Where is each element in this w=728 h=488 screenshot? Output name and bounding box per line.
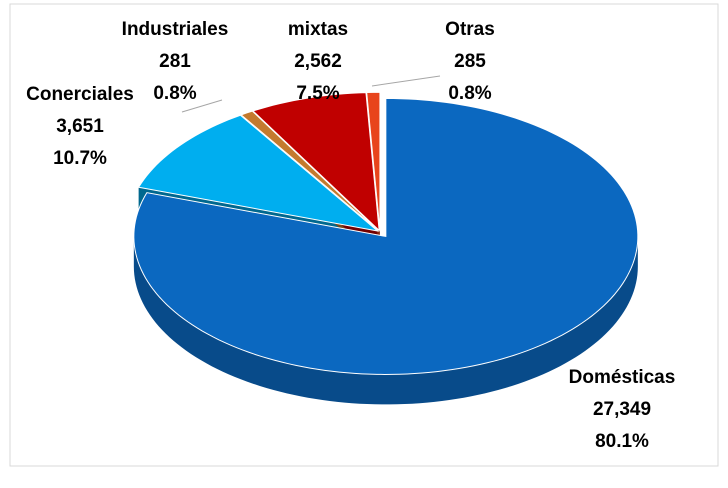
value-label: 281 — [159, 51, 191, 72]
slice-side — [133, 236, 638, 405]
percent-label: 7.5% — [296, 83, 339, 104]
value-label: 285 — [454, 51, 486, 72]
pie — [133, 91, 639, 405]
value-label: 2,562 — [294, 51, 342, 72]
labels: Domésticas 27,349 80.1% Conerciales 3,651 10.… — [26, 19, 675, 452]
value-label: 27,349 — [593, 399, 651, 420]
slice — [137, 114, 380, 232]
percent-label: 0.8% — [153, 83, 196, 104]
category-label: Domésticas — [569, 367, 676, 388]
category-label: Conerciales — [26, 84, 134, 105]
slice — [133, 97, 639, 375]
value-label: 3,651 — [56, 116, 104, 137]
slice — [240, 110, 379, 231]
percent-label: 80.1% — [595, 431, 649, 452]
category-label: Otras — [445, 19, 495, 40]
category-label: Industriales — [122, 19, 229, 40]
slice — [252, 92, 380, 232]
leader-line — [371, 75, 441, 87]
slice — [366, 91, 381, 231]
category-label: mixtas — [288, 19, 348, 40]
percent-label: 10.7% — [53, 148, 107, 169]
percent-label: 0.8% — [448, 83, 491, 104]
leader-line — [181, 99, 223, 113]
